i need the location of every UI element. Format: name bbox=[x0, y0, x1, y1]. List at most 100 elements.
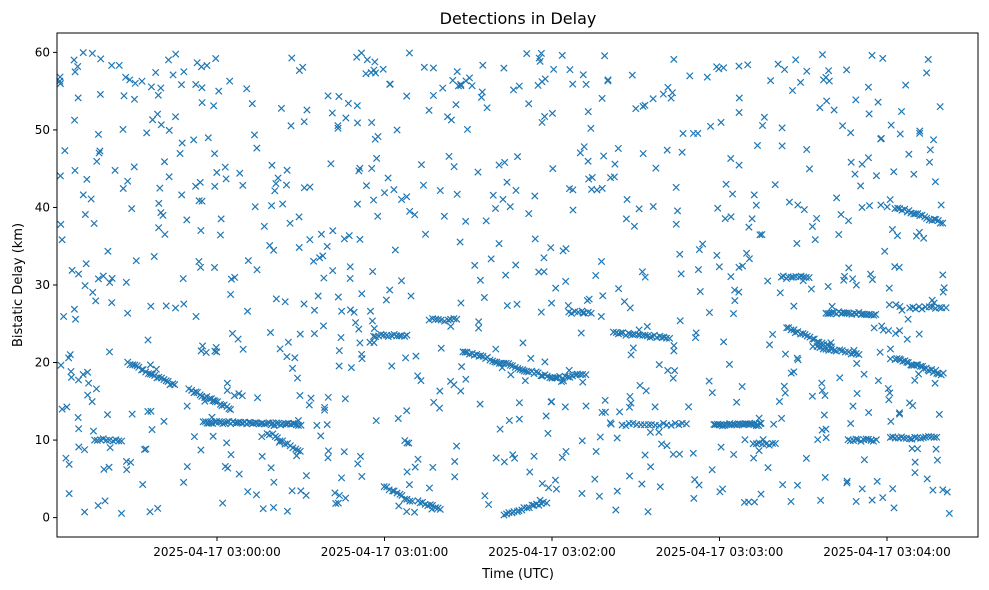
data-point bbox=[238, 392, 246, 400]
data-point bbox=[204, 134, 212, 142]
data-point bbox=[766, 77, 775, 85]
data-point bbox=[852, 435, 860, 443]
data-point bbox=[638, 480, 646, 488]
data-point bbox=[689, 449, 697, 457]
data-point bbox=[335, 347, 343, 355]
data-point bbox=[482, 217, 490, 225]
data-point bbox=[226, 290, 235, 299]
data-point bbox=[309, 257, 318, 265]
data-point bbox=[879, 54, 887, 62]
data-point bbox=[286, 219, 294, 227]
data-point bbox=[873, 477, 881, 486]
data-point bbox=[686, 72, 694, 80]
data-point bbox=[307, 394, 315, 402]
data-point bbox=[420, 63, 428, 71]
data-point bbox=[569, 80, 577, 88]
data-point bbox=[894, 204, 902, 212]
data-point bbox=[690, 494, 698, 502]
data-point bbox=[147, 302, 155, 310]
data-point bbox=[768, 439, 777, 448]
data-point bbox=[210, 149, 219, 158]
data-point bbox=[372, 417, 380, 425]
data-point bbox=[790, 302, 798, 310]
data-point bbox=[792, 56, 800, 64]
data-point bbox=[886, 345, 895, 353]
data-point bbox=[192, 182, 200, 190]
data-point bbox=[614, 330, 623, 338]
data-point bbox=[59, 312, 68, 321]
data-point bbox=[164, 56, 173, 64]
x-tick-label: 2025-04-17 03:02:00 bbox=[488, 545, 615, 559]
data-point bbox=[885, 301, 893, 309]
data-point bbox=[57, 361, 65, 369]
data-point bbox=[771, 439, 779, 448]
data-point bbox=[476, 276, 485, 284]
data-point bbox=[585, 175, 593, 183]
data-point bbox=[67, 373, 76, 381]
data-point bbox=[453, 315, 461, 323]
data-point bbox=[506, 202, 514, 211]
data-point bbox=[345, 231, 353, 240]
data-point bbox=[68, 266, 76, 275]
data-point bbox=[807, 285, 816, 293]
data-point bbox=[436, 387, 444, 395]
data-point bbox=[222, 175, 230, 183]
data-point bbox=[260, 222, 269, 230]
data-point bbox=[825, 77, 833, 85]
data-point bbox=[585, 295, 593, 303]
data-point bbox=[752, 201, 760, 209]
data-point bbox=[397, 277, 406, 285]
data-point bbox=[842, 66, 851, 74]
data-point bbox=[207, 419, 215, 427]
data-point bbox=[748, 215, 756, 223]
data-point bbox=[592, 271, 600, 280]
data-point bbox=[403, 407, 411, 415]
data-point bbox=[858, 203, 866, 212]
data-point bbox=[694, 265, 703, 274]
data-point bbox=[870, 324, 878, 332]
data-point bbox=[355, 325, 363, 333]
data-point bbox=[243, 85, 251, 93]
data-point bbox=[363, 56, 371, 64]
data-point bbox=[462, 217, 470, 225]
data-point bbox=[911, 468, 919, 477]
data-point bbox=[57, 220, 65, 229]
data-point bbox=[905, 399, 914, 407]
data-point bbox=[281, 298, 289, 306]
data-point bbox=[729, 309, 738, 318]
data-point bbox=[96, 90, 105, 98]
data-point bbox=[584, 157, 592, 165]
data-point bbox=[749, 440, 757, 448]
data-point bbox=[753, 141, 762, 150]
data-point bbox=[853, 389, 861, 398]
data-point bbox=[74, 270, 83, 278]
data-point bbox=[148, 370, 156, 379]
data-point bbox=[893, 232, 902, 240]
data-point bbox=[122, 73, 130, 81]
data-point bbox=[783, 324, 791, 332]
data-point bbox=[152, 68, 160, 77]
data-point bbox=[584, 108, 592, 116]
data-point bbox=[662, 334, 671, 342]
data-point bbox=[323, 242, 331, 251]
data-point bbox=[579, 378, 587, 386]
data-point bbox=[561, 403, 569, 411]
x-tick-label: 2025-04-17 03:00:00 bbox=[153, 545, 280, 559]
data-point bbox=[780, 65, 789, 74]
data-point bbox=[380, 331, 388, 339]
y-axis-label: Bistatic Delay (km) bbox=[11, 223, 26, 347]
data-point bbox=[277, 104, 286, 113]
data-point bbox=[896, 130, 904, 138]
data-point bbox=[178, 191, 186, 199]
data-point bbox=[717, 443, 725, 451]
plot-area bbox=[56, 49, 953, 519]
data-point bbox=[808, 335, 817, 343]
data-point bbox=[569, 186, 577, 194]
data-point bbox=[223, 386, 231, 395]
data-point bbox=[536, 57, 544, 66]
data-point bbox=[764, 277, 772, 285]
data-point bbox=[844, 217, 853, 225]
data-point bbox=[215, 87, 223, 95]
data-point bbox=[749, 454, 758, 462]
data-point bbox=[270, 421, 278, 430]
